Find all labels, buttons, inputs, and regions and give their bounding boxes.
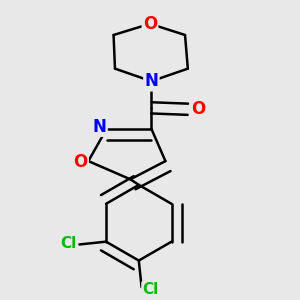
Text: Cl: Cl (142, 283, 159, 298)
Text: O: O (143, 15, 157, 33)
Text: N: N (145, 72, 158, 90)
Text: O: O (74, 154, 88, 172)
Text: N: N (93, 118, 106, 136)
Text: Cl: Cl (61, 236, 77, 251)
Text: O: O (191, 100, 206, 118)
